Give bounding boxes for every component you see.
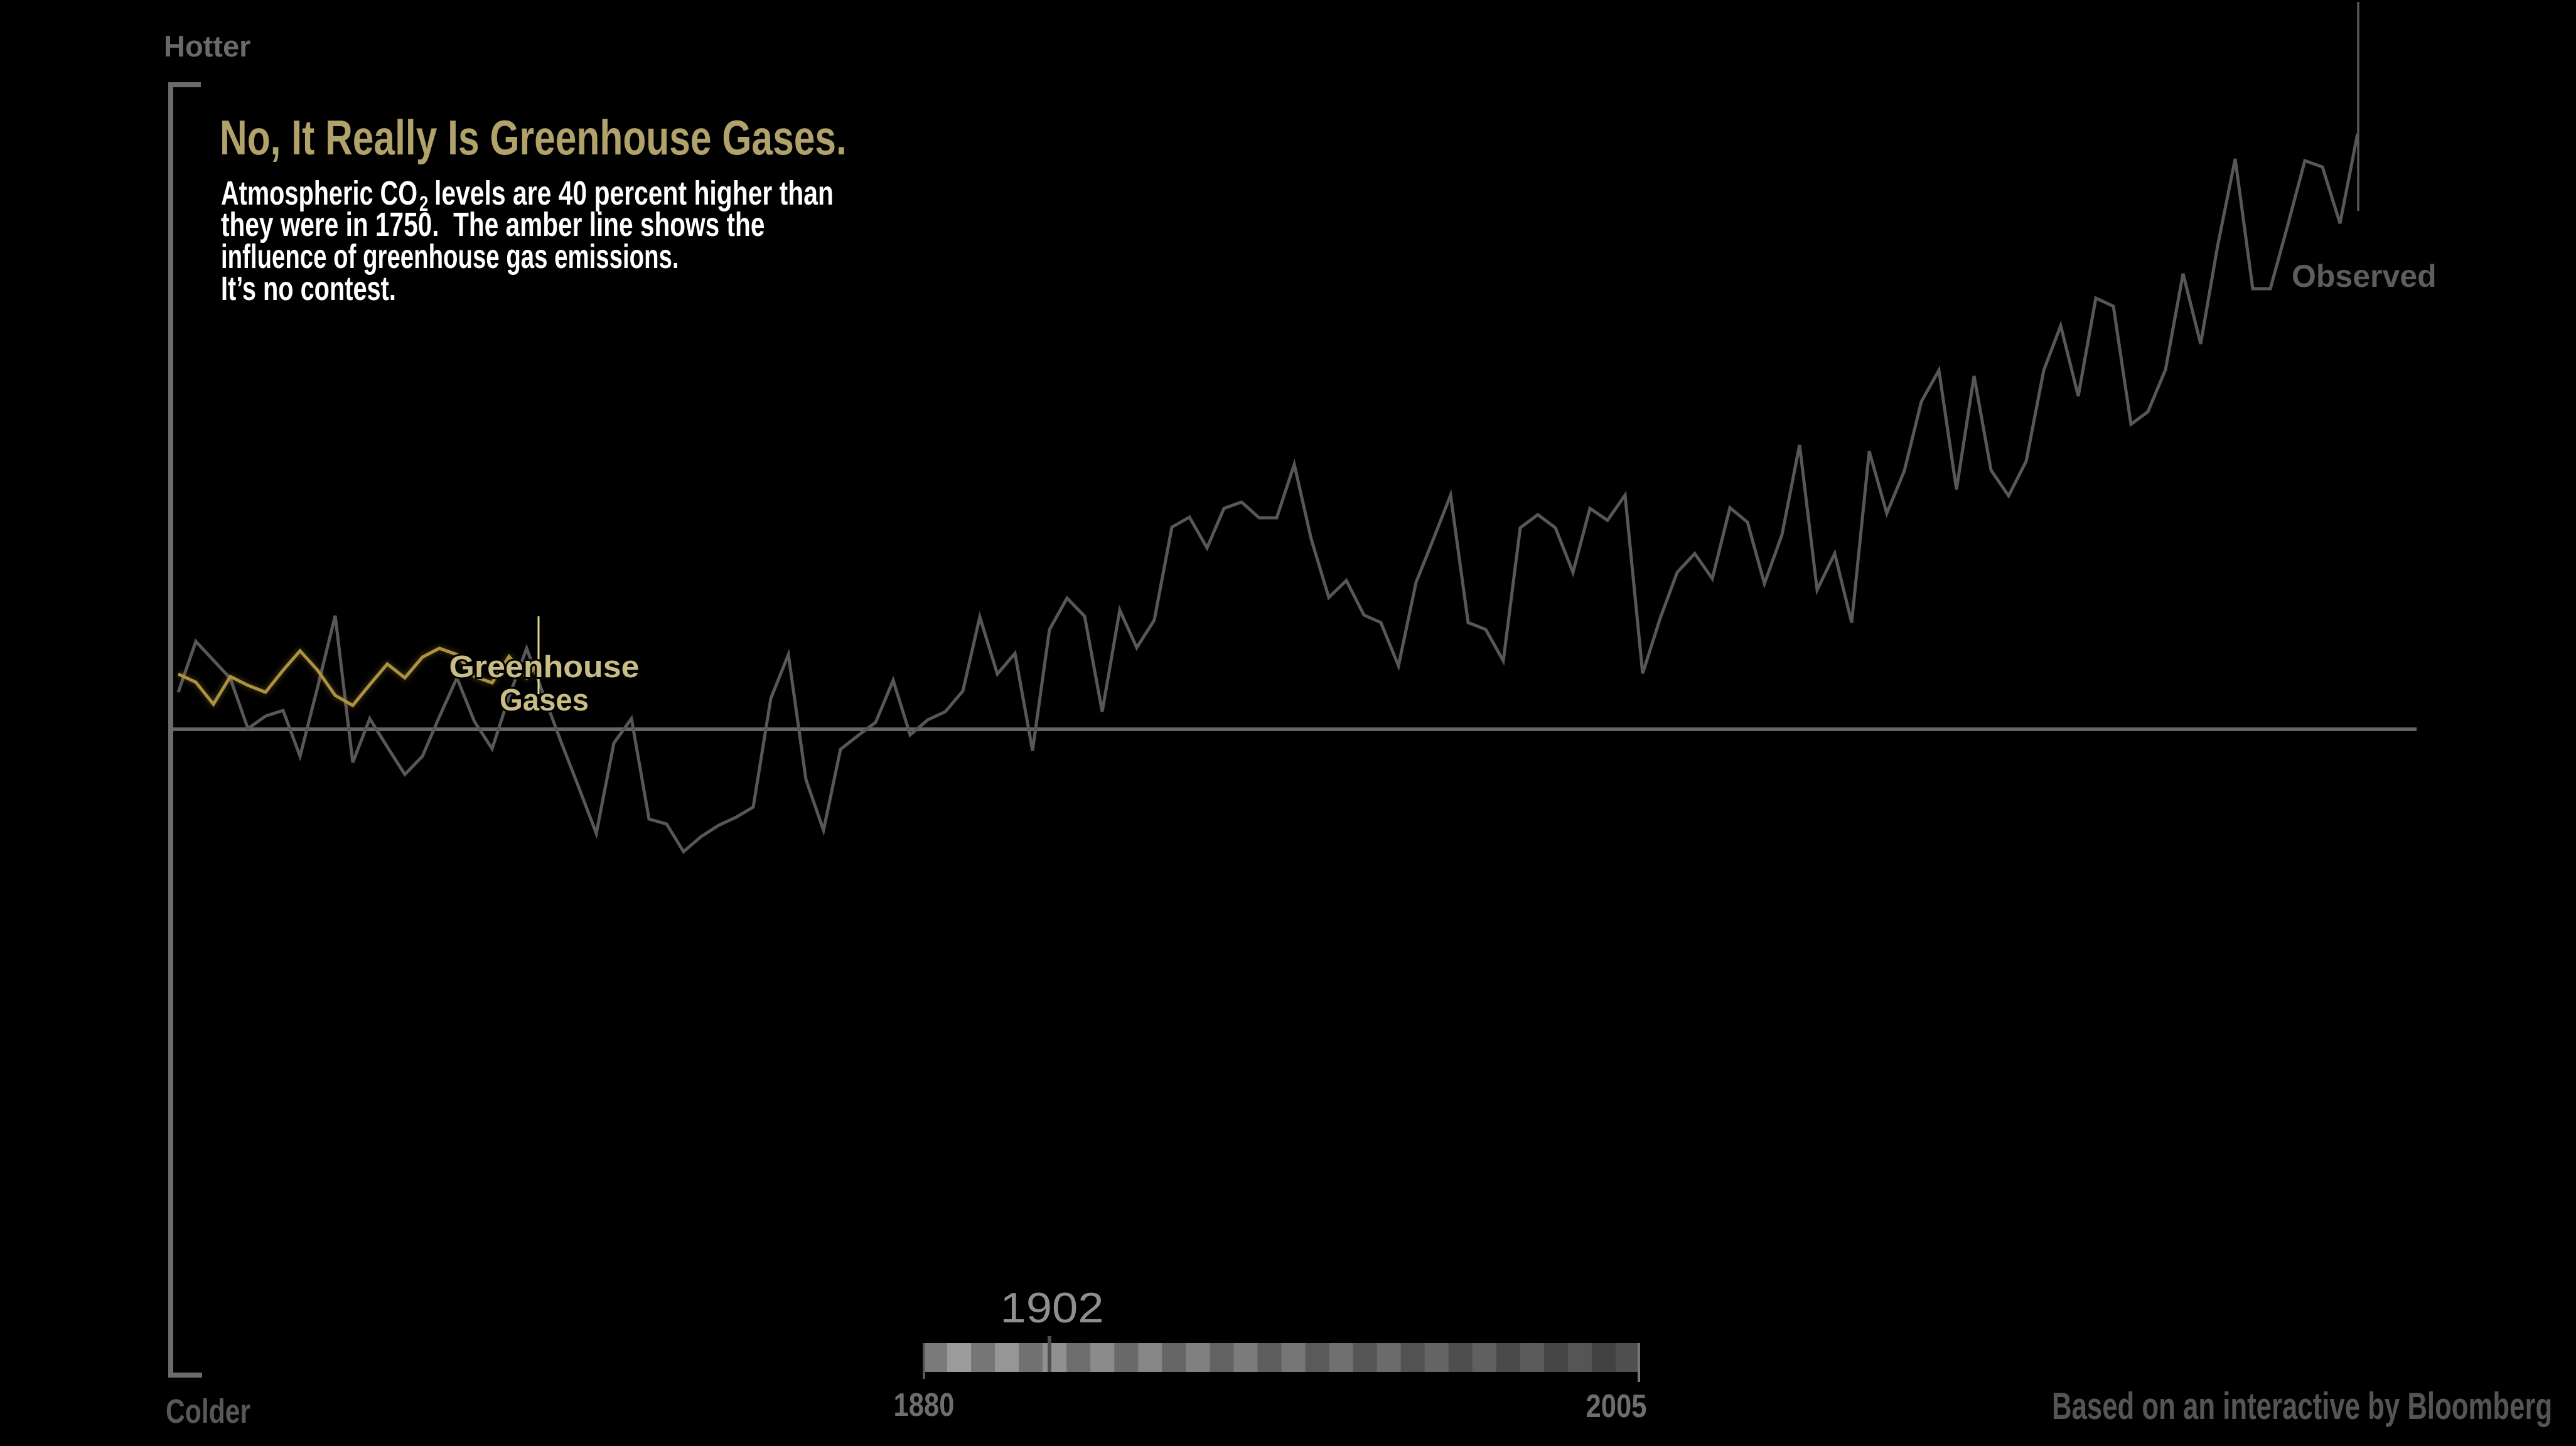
svg-text:Greenhouse: Greenhouse	[449, 649, 639, 683]
svg-text:Observed: Observed	[2292, 259, 2437, 294]
svg-text:2: 2	[419, 193, 428, 216]
svg-text:No, It Really Is Greenhouse Ga: No, It Really Is Greenhouse Gases.	[220, 110, 847, 165]
svg-text:levels are 40 percent higher t: levels are 40 percent higher than	[434, 175, 834, 213]
svg-text:2005: 2005	[1586, 1388, 1647, 1424]
svg-text:Atmospheric CO: Atmospheric CO	[221, 174, 417, 212]
svg-text:It’s no contest.: It’s no contest.	[221, 270, 396, 308]
svg-text:they were in 1750. The amber: they were in 1750. The amber line shows …	[221, 206, 765, 244]
svg-text:Based on an interactive by Blo: Based on an interactive by Bloomberg	[2052, 1385, 2552, 1427]
svg-text:influence of greenhouse gas em: influence of greenhouse gas emissions.	[221, 238, 679, 276]
svg-text:1902: 1902	[1000, 1285, 1103, 1332]
svg-text:Hotter: Hotter	[164, 29, 250, 63]
svg-text:Gases: Gases	[500, 683, 589, 717]
svg-text:Colder: Colder	[166, 1393, 250, 1430]
svg-text:1880: 1880	[894, 1387, 955, 1423]
